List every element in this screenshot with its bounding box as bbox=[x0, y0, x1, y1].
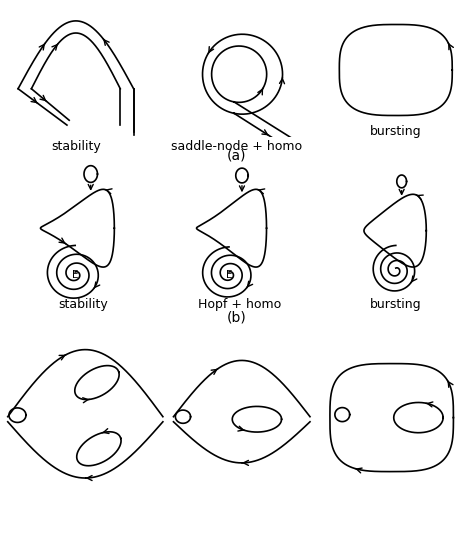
Text: saddle-node + homo: saddle-node + homo bbox=[172, 139, 302, 153]
Text: (b): (b) bbox=[227, 311, 247, 325]
Text: stability: stability bbox=[58, 298, 108, 311]
Text: bursting: bursting bbox=[370, 125, 421, 138]
Text: bursting: bursting bbox=[370, 298, 421, 311]
Text: E: E bbox=[72, 270, 78, 280]
Text: Hopf + homo: Hopf + homo bbox=[198, 298, 281, 311]
Text: stability: stability bbox=[51, 139, 100, 153]
Text: E: E bbox=[226, 270, 232, 280]
Text: (a): (a) bbox=[227, 148, 247, 162]
